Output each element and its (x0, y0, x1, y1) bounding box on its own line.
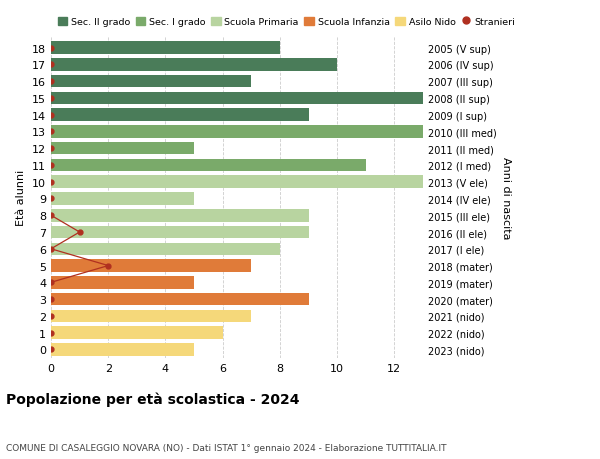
Y-axis label: Età alunni: Età alunni (16, 169, 26, 225)
Bar (51, 293, 308, 306)
Y-axis label: Anni di nascita: Anni di nascita (500, 156, 511, 239)
Legend: Sec. II grado, Sec. I grado, Scuola Primaria, Scuola Infanzia, Asilo Nido, Stran: Sec. II grado, Sec. I grado, Scuola Prim… (56, 16, 517, 29)
Bar (51, 109, 308, 122)
Bar (51, 260, 251, 272)
Bar (51, 343, 194, 356)
Bar (51, 226, 308, 239)
Bar (51, 59, 337, 72)
Bar (51, 92, 423, 105)
Text: Popolazione per età scolastica - 2024: Popolazione per età scolastica - 2024 (6, 392, 299, 406)
Bar (51, 243, 280, 256)
Bar (51, 327, 223, 339)
Bar (51, 209, 308, 222)
Bar (51, 159, 366, 172)
Bar (51, 310, 251, 323)
Bar (51, 193, 194, 205)
Bar (51, 42, 280, 55)
Bar (51, 76, 251, 88)
Bar (51, 276, 194, 289)
Bar (51, 143, 194, 155)
Text: COMUNE DI CASALEGGIO NOVARA (NO) - Dati ISTAT 1° gennaio 2024 - Elaborazione TUT: COMUNE DI CASALEGGIO NOVARA (NO) - Dati … (6, 443, 446, 452)
Bar (51, 176, 423, 189)
Bar (51, 126, 423, 138)
